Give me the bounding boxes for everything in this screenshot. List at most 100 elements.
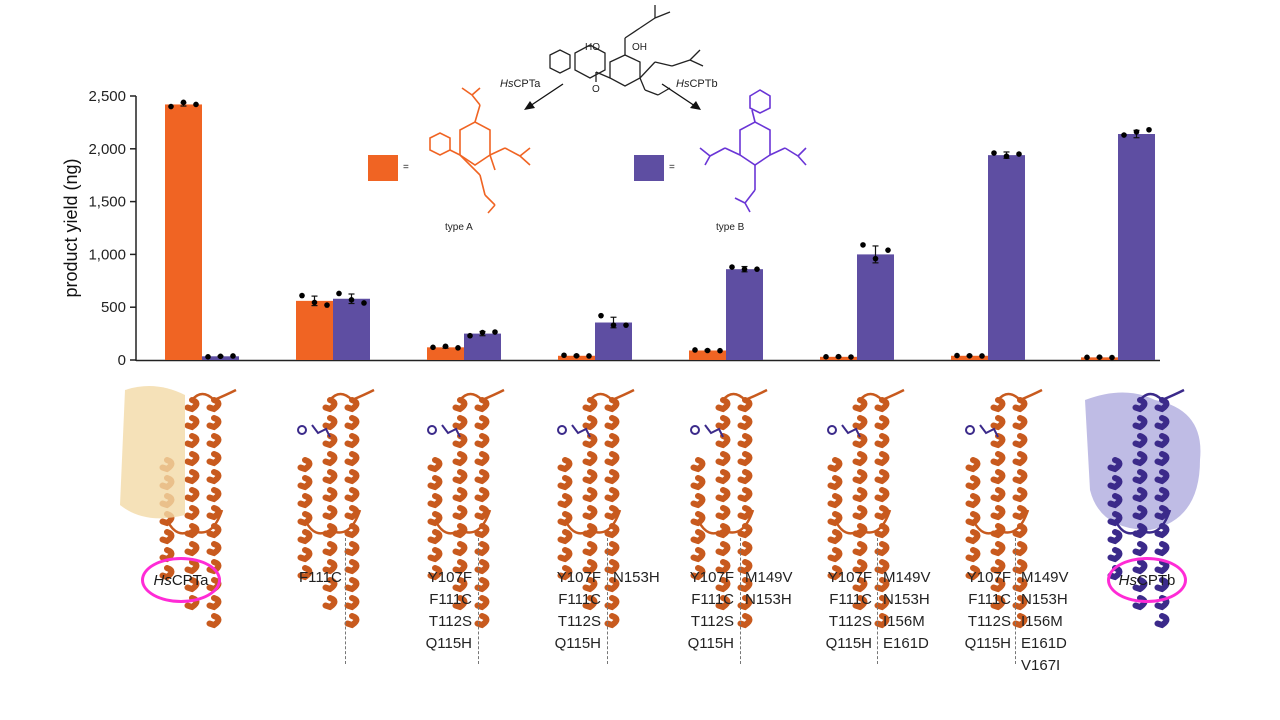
protein-structure-icon bbox=[163, 390, 237, 634]
data-point bbox=[561, 352, 567, 359]
bar-type-B bbox=[333, 298, 370, 360]
residue bbox=[979, 424, 999, 438]
atom-label-oh: OH bbox=[632, 42, 647, 53]
legend-swatch-type-b bbox=[634, 155, 664, 181]
residue bbox=[690, 425, 700, 435]
data-point bbox=[1084, 354, 1090, 361]
data-point bbox=[1109, 354, 1115, 361]
label-hscptb: Hs CPTb bbox=[1107, 557, 1187, 603]
y-axis-label: product yield (ng) bbox=[61, 158, 81, 297]
residue bbox=[311, 424, 331, 438]
data-point bbox=[704, 347, 711, 354]
label-g4-left: Y107F F111C T112S Q115H bbox=[554, 569, 601, 652]
arrow-head-icon bbox=[524, 101, 535, 110]
loop bbox=[563, 509, 622, 535]
data-point bbox=[610, 322, 617, 328]
divider-line bbox=[877, 538, 878, 664]
protein-structure-icon bbox=[965, 388, 1043, 634]
bar-type-A bbox=[165, 104, 202, 360]
data-point bbox=[193, 101, 199, 108]
residue bbox=[704, 424, 724, 438]
data-point bbox=[1146, 126, 1152, 133]
loop bbox=[1113, 509, 1172, 535]
arrow-label-hscptb: HsCPTb bbox=[676, 78, 718, 90]
label-g7-right: M149V N153H I156M E161D V167I bbox=[1021, 569, 1069, 674]
atom-label-o: O bbox=[592, 84, 600, 95]
bar-type-B bbox=[726, 269, 763, 360]
residue bbox=[965, 425, 975, 435]
divider-line bbox=[345, 538, 346, 664]
loop bbox=[589, 388, 635, 402]
label-g5-left: Y107F F111C T112S Q115H bbox=[687, 569, 734, 652]
loop bbox=[997, 388, 1043, 402]
arrow-to-type-b bbox=[661, 83, 696, 107]
protein-structure-icon bbox=[690, 390, 768, 634]
residue bbox=[827, 425, 837, 435]
residue bbox=[427, 425, 437, 435]
divider-line bbox=[607, 538, 608, 664]
protein-structure-icon bbox=[557, 388, 635, 634]
data-point bbox=[479, 329, 486, 336]
atom-label-ho: HO bbox=[585, 42, 600, 53]
data-point bbox=[692, 347, 698, 353]
loop bbox=[459, 388, 505, 402]
data-point bbox=[885, 247, 891, 253]
data-point bbox=[455, 345, 461, 351]
data-point bbox=[586, 353, 592, 359]
data-point bbox=[348, 297, 355, 303]
divider-line bbox=[1015, 538, 1016, 664]
data-point bbox=[991, 150, 997, 156]
data-point bbox=[954, 352, 960, 359]
bar-type-A bbox=[427, 347, 464, 360]
protein-structure-icon bbox=[427, 388, 505, 634]
data-point bbox=[217, 353, 224, 360]
data-point bbox=[754, 266, 760, 272]
data-point bbox=[336, 290, 342, 297]
residue bbox=[557, 425, 567, 435]
residue bbox=[297, 425, 307, 435]
bar-type-A bbox=[689, 350, 726, 360]
label-g6-left: Y107F F111C T112S Q115H bbox=[825, 569, 872, 652]
data-point bbox=[835, 353, 842, 360]
data-point bbox=[860, 242, 866, 248]
label-g3-left: Y107F F111C T112S Q115H bbox=[425, 569, 472, 652]
ghost-domain bbox=[1085, 392, 1201, 530]
loop bbox=[191, 388, 237, 402]
data-point bbox=[1003, 153, 1010, 159]
data-point bbox=[966, 352, 973, 359]
residue bbox=[571, 424, 591, 438]
protein-structure-icon bbox=[827, 390, 905, 634]
data-point bbox=[1016, 151, 1022, 157]
arrow-label-hscpta: HsCPTa bbox=[500, 78, 541, 90]
label-g2: F111C bbox=[299, 569, 342, 586]
bar-type-B bbox=[857, 254, 894, 360]
arrow-to-type-a bbox=[529, 83, 564, 107]
legend-equals: = bbox=[403, 162, 409, 173]
y-tick-label: 500 bbox=[101, 299, 126, 316]
label-g4-right: N153H bbox=[613, 569, 660, 586]
arrow-head-icon bbox=[690, 101, 701, 110]
type-b-label: type B bbox=[716, 222, 745, 233]
label-g7-left: Y107F F111C T112S Q115H bbox=[964, 569, 1011, 652]
data-point bbox=[467, 332, 473, 339]
data-point bbox=[1096, 354, 1103, 360]
type-b-molecule bbox=[699, 89, 807, 213]
data-point bbox=[180, 99, 187, 106]
reaction-scheme: HO OH O HsCPTa HsCPTb = type A = bbox=[368, 5, 807, 233]
protein-structure-icon bbox=[1111, 390, 1185, 634]
y-tick-label: 1,500 bbox=[88, 194, 126, 211]
data-point bbox=[717, 347, 723, 354]
data-point bbox=[442, 343, 449, 350]
data-point bbox=[872, 255, 879, 262]
loop bbox=[329, 388, 375, 402]
data-point bbox=[311, 299, 318, 306]
loop bbox=[303, 509, 362, 535]
y-tick-label: 0 bbox=[118, 352, 126, 369]
data-point bbox=[741, 266, 748, 272]
legend-swatch-type-a bbox=[368, 155, 398, 181]
y-tick-label: 2,000 bbox=[88, 141, 126, 158]
loop bbox=[433, 509, 492, 535]
y-tick-label: 2,500 bbox=[88, 88, 126, 105]
bar-type-A bbox=[296, 300, 333, 360]
